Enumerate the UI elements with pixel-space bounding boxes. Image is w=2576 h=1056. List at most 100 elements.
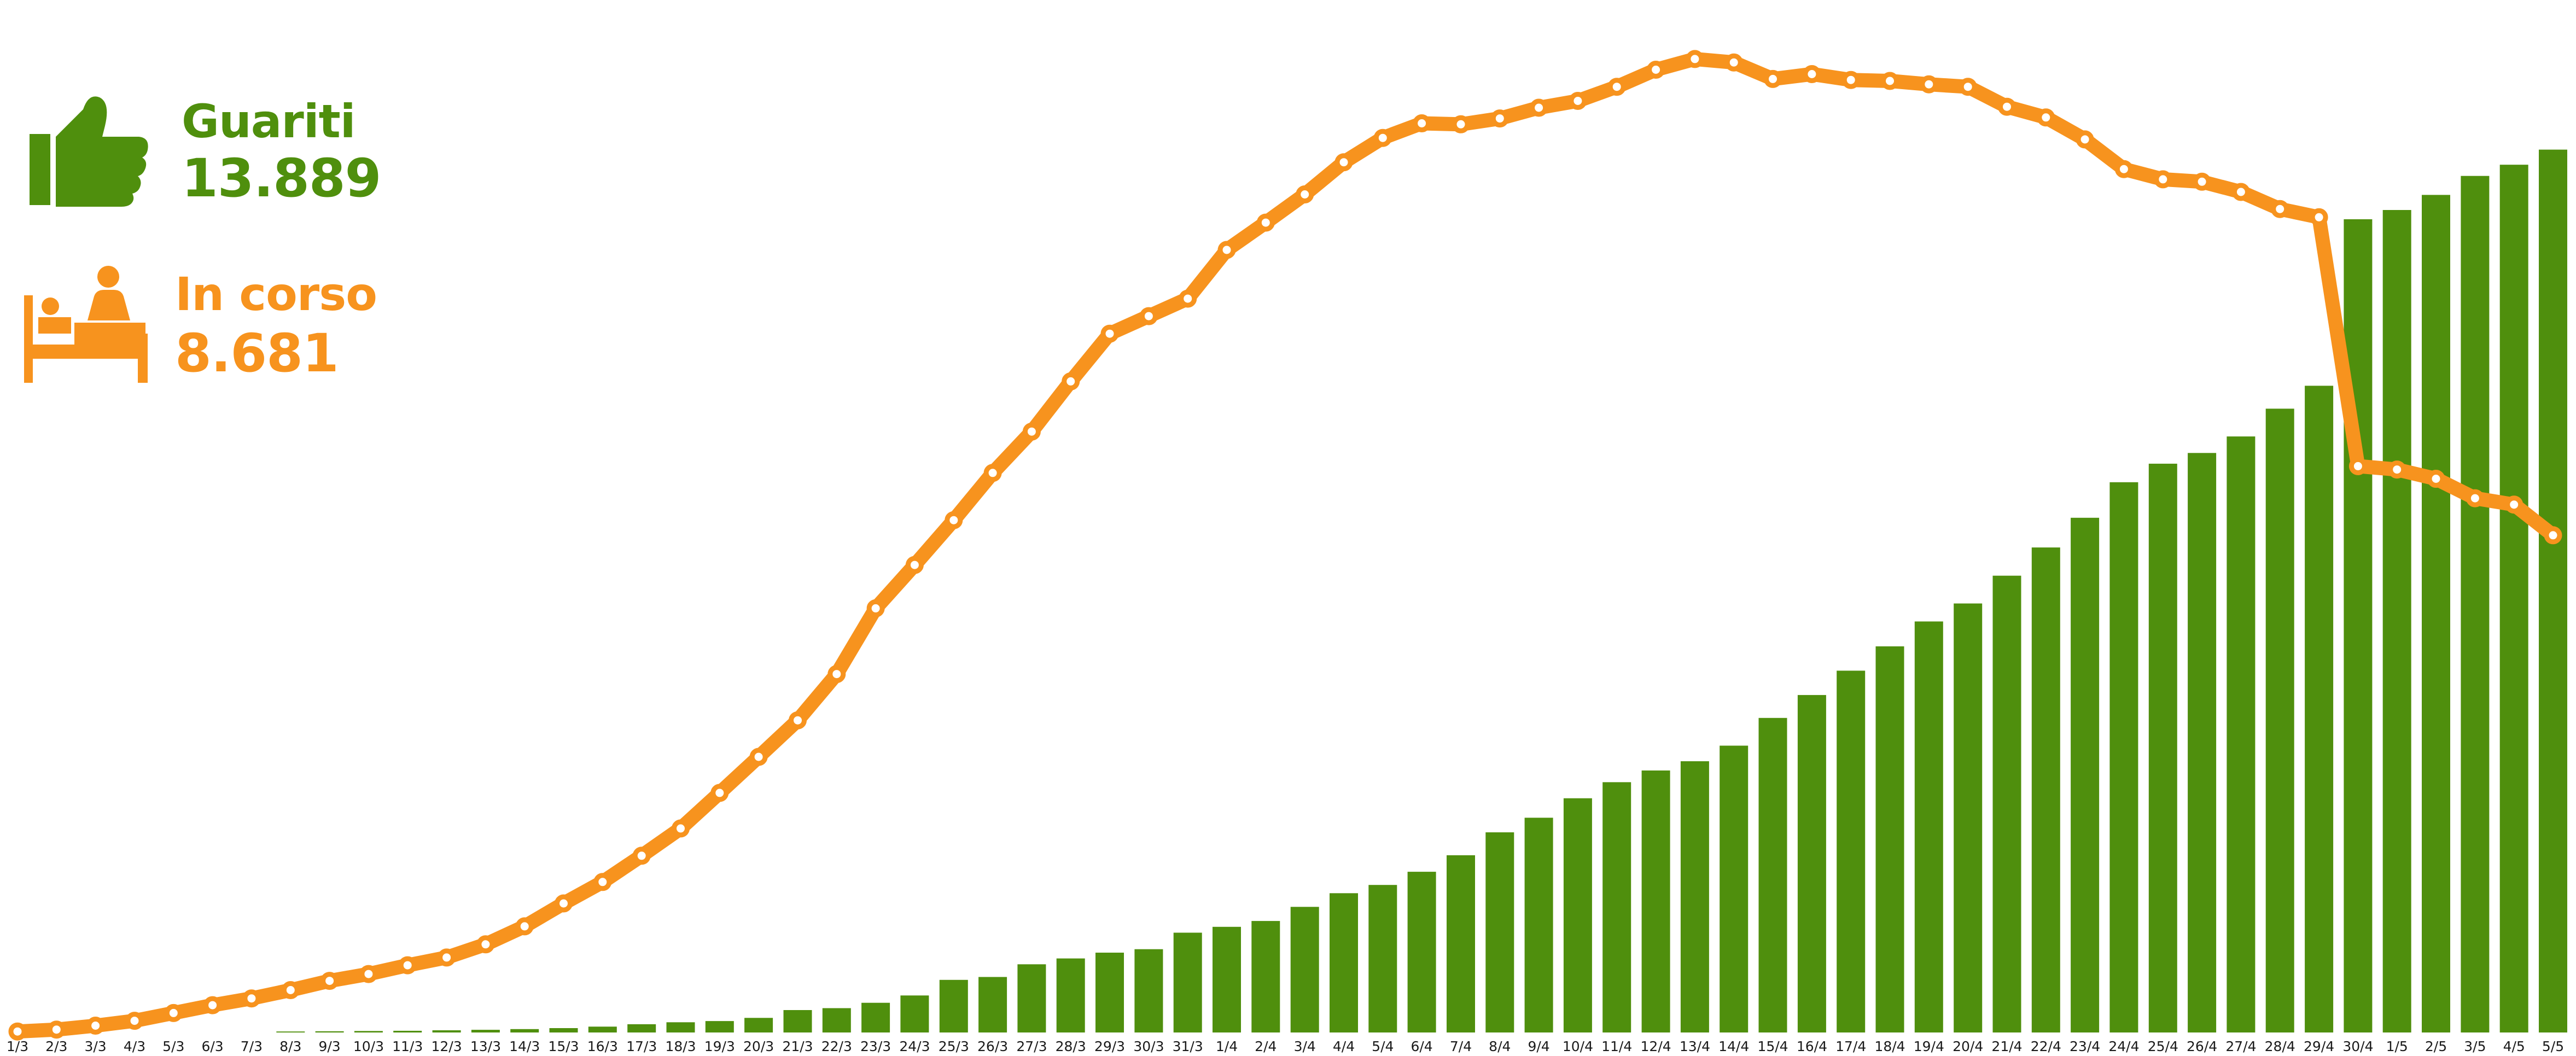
x-tick-label: 16/3 bbox=[587, 1039, 618, 1054]
point-16/4 bbox=[1803, 65, 1821, 83]
point-1/4 bbox=[1217, 241, 1236, 259]
bar-17/4 bbox=[1837, 670, 1866, 1032]
point-15/3 bbox=[555, 894, 573, 913]
x-tick-label: 26/3 bbox=[977, 1039, 1008, 1054]
point-4/5 bbox=[2505, 495, 2523, 514]
point-7/4 bbox=[1452, 115, 1470, 133]
x-tick-label: 20/4 bbox=[1953, 1039, 1983, 1054]
x-tick-label: 29/3 bbox=[1094, 1039, 1125, 1054]
point-19/3 bbox=[710, 784, 729, 802]
bar-26/4 bbox=[2188, 453, 2217, 1032]
point-21/4 bbox=[1998, 97, 2016, 116]
x-tick-label: 8/3 bbox=[279, 1039, 301, 1054]
x-tick-label: 2/5 bbox=[2425, 1039, 2447, 1054]
point-27/4 bbox=[2231, 183, 2250, 201]
x-tick-label: 5/5 bbox=[2542, 1039, 2564, 1054]
bar-29/4 bbox=[2305, 386, 2334, 1032]
bar-11/4 bbox=[1602, 782, 1631, 1032]
legend-in-corso-label: In corso bbox=[175, 267, 377, 321]
bar-14/4 bbox=[1720, 745, 1749, 1032]
point-9/4 bbox=[1530, 98, 1548, 117]
point-12/4 bbox=[1647, 61, 1665, 79]
x-tick-label: 27/4 bbox=[2225, 1039, 2256, 1054]
bar-29/3 bbox=[1095, 953, 1124, 1032]
x-tick-label: 25/4 bbox=[2148, 1039, 2178, 1054]
x-tick-label: 28/4 bbox=[2265, 1039, 2295, 1054]
bar-30/4 bbox=[2344, 219, 2373, 1032]
x-tick-label: 8/4 bbox=[1489, 1039, 1511, 1054]
bar-21/4 bbox=[1992, 575, 2021, 1032]
x-tick-label: 3/4 bbox=[1294, 1039, 1316, 1054]
point-16/3 bbox=[593, 873, 612, 891]
x-tick-label: 11/4 bbox=[1601, 1039, 1632, 1054]
x-tick-label: 21/3 bbox=[782, 1039, 813, 1054]
point-15/4 bbox=[1764, 69, 1782, 88]
point-5/5 bbox=[2544, 526, 2562, 545]
bar-7/4 bbox=[1447, 855, 1475, 1032]
x-tick-label: 5/3 bbox=[162, 1039, 184, 1054]
bar-12/3 bbox=[432, 1030, 461, 1032]
point-2/5 bbox=[2427, 470, 2445, 488]
bar-28/4 bbox=[2265, 409, 2294, 1032]
point-30/4 bbox=[2348, 457, 2367, 475]
point-6/4 bbox=[1413, 114, 1431, 132]
point-30/3 bbox=[1139, 307, 1158, 325]
point-19/4 bbox=[1920, 75, 1938, 94]
point-4/4 bbox=[1334, 153, 1353, 172]
x-tick-label: 28/3 bbox=[1056, 1039, 1086, 1054]
x-tick-label: 1/4 bbox=[1216, 1039, 1238, 1054]
bar-8/4 bbox=[1485, 832, 1514, 1032]
bar-25/4 bbox=[2148, 463, 2177, 1032]
x-tick-label: 27/3 bbox=[1016, 1039, 1047, 1054]
point-27/3 bbox=[1022, 422, 1041, 441]
point-26/3 bbox=[983, 464, 1002, 482]
x-tick-label: 18/3 bbox=[665, 1039, 696, 1054]
point-6/3 bbox=[203, 996, 222, 1014]
x-tick-label: 15/3 bbox=[548, 1039, 579, 1054]
x-tick-label: 19/4 bbox=[1914, 1039, 1944, 1054]
x-tick-label: 3/3 bbox=[84, 1039, 106, 1054]
bar-28/3 bbox=[1056, 958, 1085, 1032]
point-5/4 bbox=[1373, 129, 1392, 147]
bar-2/5 bbox=[2422, 195, 2450, 1032]
x-tick-label: 30/3 bbox=[1133, 1039, 1164, 1054]
bar-18/4 bbox=[1875, 646, 1904, 1032]
x-tick-label: 9/4 bbox=[1528, 1039, 1549, 1054]
x-tick-label: 23/4 bbox=[2070, 1039, 2100, 1054]
point-22/4 bbox=[2037, 108, 2055, 127]
x-tick-label: 22/3 bbox=[821, 1039, 852, 1054]
bar-1/4 bbox=[1213, 926, 1241, 1032]
point-3/3 bbox=[86, 1017, 105, 1035]
point-31/3 bbox=[1179, 289, 1197, 308]
x-tick-label: 13/4 bbox=[1680, 1039, 1710, 1054]
bar-13/3 bbox=[471, 1030, 500, 1032]
hospital-bed-icon bbox=[24, 266, 148, 383]
bar-9/4 bbox=[1524, 818, 1553, 1032]
x-tick-label: 26/4 bbox=[2187, 1039, 2217, 1054]
bar-3/5 bbox=[2461, 176, 2490, 1033]
point-28/3 bbox=[1062, 372, 1080, 390]
point-13/4 bbox=[1686, 50, 1704, 68]
x-tick-label: 4/4 bbox=[1333, 1039, 1355, 1054]
x-tick-label: 1/3 bbox=[7, 1039, 28, 1054]
point-26/4 bbox=[2193, 172, 2211, 191]
point-23/3 bbox=[866, 599, 885, 617]
legend-in-corso-value: 8.681 bbox=[175, 323, 339, 384]
point-4/3 bbox=[125, 1012, 144, 1030]
point-14/3 bbox=[515, 917, 534, 936]
x-tick-label: 12/3 bbox=[432, 1039, 462, 1054]
x-tick-label: 20/3 bbox=[743, 1039, 774, 1054]
x-tick-label: 23/3 bbox=[860, 1039, 891, 1054]
point-2/4 bbox=[1256, 213, 1275, 232]
point-28/4 bbox=[2271, 200, 2289, 218]
bar-15/3 bbox=[549, 1028, 578, 1032]
x-tick-label: 4/5 bbox=[2503, 1039, 2525, 1054]
x-tick-label: 22/4 bbox=[2031, 1039, 2061, 1054]
bar-1/5 bbox=[2382, 210, 2411, 1032]
x-tick-label: 17/4 bbox=[1835, 1039, 1866, 1054]
bar-16/4 bbox=[1797, 695, 1826, 1032]
x-tick-label: 29/4 bbox=[2304, 1039, 2334, 1054]
point-11/4 bbox=[1607, 78, 1626, 96]
point-17/3 bbox=[632, 847, 651, 865]
point-25/3 bbox=[945, 511, 963, 529]
